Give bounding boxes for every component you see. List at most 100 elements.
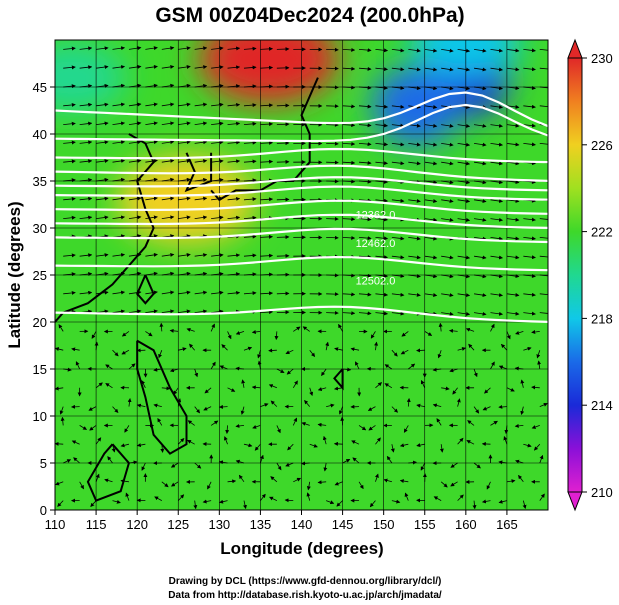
- wind-vector: [161, 140, 175, 145]
- wind-vector: [391, 142, 405, 147]
- wind-vector: [375, 217, 389, 222]
- wind-vector: [523, 311, 536, 316]
- wind-vector: [506, 67, 520, 72]
- wind-vector: [158, 350, 163, 359]
- wind-vector: [467, 420, 475, 426]
- wind-vector: [161, 215, 175, 220]
- wind-vector: [408, 142, 421, 147]
- wind-vector: [112, 46, 126, 51]
- wind-vector: [358, 236, 372, 241]
- wind-vector: [368, 425, 376, 431]
- wind-vector: [276, 425, 281, 434]
- wind-vector: [211, 215, 224, 220]
- wind-vector: [63, 159, 76, 164]
- contour-label: 12502.0: [356, 275, 396, 287]
- wind-vector: [441, 386, 450, 391]
- wind-vector: [112, 290, 126, 295]
- wind-vector: [95, 382, 103, 389]
- wind-vector: [260, 140, 274, 145]
- wind-vector: [161, 290, 175, 295]
- wind-vector: [537, 360, 542, 370]
- wind-vector: [391, 499, 401, 504]
- wind-vector: [112, 215, 126, 220]
- wind-vector: [503, 436, 508, 445]
- wind-vector: [169, 328, 179, 333]
- height-contour: [55, 305, 548, 323]
- wind-vector: [128, 215, 142, 220]
- wind-vector: [539, 293, 548, 296]
- wind-vector: [375, 292, 389, 297]
- wind-vector: [257, 350, 262, 359]
- x-tick-label: 130: [208, 517, 230, 532]
- wind-vector: [384, 364, 393, 370]
- wind-vector: [227, 140, 241, 145]
- wind-vector: [63, 121, 76, 126]
- x-tick-label: 120: [126, 517, 148, 532]
- y-tick-label: 5: [40, 456, 47, 471]
- wind-vector: [486, 481, 491, 490]
- wind-vector: [457, 347, 466, 351]
- wind-vector: [203, 406, 212, 411]
- wind-vector: [391, 236, 405, 241]
- wind-vector: [490, 361, 495, 370]
- wind-vector: [75, 361, 81, 370]
- y-tick-label: 35: [33, 174, 47, 189]
- wind-vector: [369, 500, 376, 508]
- wind-vector: [539, 105, 548, 108]
- colorbar-bottom-arrow: [567, 491, 583, 512]
- wind-vector: [238, 474, 245, 483]
- wind-vector: [145, 46, 158, 51]
- y-tick-label: 15: [33, 362, 47, 377]
- wind-vector: [153, 403, 162, 408]
- wind-vector: [211, 290, 224, 295]
- wind-vector: [384, 383, 393, 389]
- wind-vector: [243, 234, 257, 239]
- wind-vector: [63, 46, 76, 51]
- wind-vector: [539, 255, 548, 258]
- wind-vector: [243, 140, 257, 145]
- wind-vector: [136, 443, 146, 448]
- wind-vector: [490, 236, 504, 241]
- height-contour: [55, 213, 548, 229]
- wind-vector: [223, 436, 228, 445]
- wind-vector: [112, 406, 119, 413]
- wind-vector: [112, 253, 126, 257]
- wind-vector: [293, 477, 302, 483]
- wind-vector: [145, 140, 158, 145]
- wind-vector: [358, 425, 367, 431]
- y-tick-label: 10: [33, 409, 47, 424]
- wind-vector: [358, 311, 372, 316]
- wind-vector: [161, 386, 171, 391]
- wind-vector: [240, 406, 245, 415]
- wind-vector: [309, 387, 314, 397]
- wind-vector: [506, 479, 516, 484]
- y-axis-label: Latitude (degrees): [5, 201, 24, 348]
- wind-vector: [243, 291, 257, 296]
- wind-vector: [286, 368, 294, 375]
- wind-vector: [539, 67, 548, 70]
- wind-vector: [243, 103, 257, 108]
- wind-vector: [473, 217, 487, 222]
- x-tick-label: 165: [496, 517, 518, 532]
- wind-vector: [121, 331, 130, 337]
- wind-vector: [367, 406, 376, 411]
- wind-vector: [145, 252, 158, 257]
- wind-vector: [408, 255, 421, 260]
- wind-vector: [260, 454, 264, 464]
- wind-vector: [450, 462, 458, 468]
- wind-vector: [186, 328, 195, 332]
- wind-vector: [235, 331, 245, 335]
- wind-vector: [490, 420, 498, 426]
- wind-vector: [194, 196, 208, 201]
- wind-vector: [322, 435, 327, 445]
- wind-vector: [63, 102, 76, 107]
- wind-vector: [520, 379, 525, 388]
- wind-vector: [375, 236, 389, 241]
- height-contour: [55, 164, 548, 182]
- wind-vector: [441, 293, 454, 298]
- y-tick-label: 40: [33, 127, 47, 142]
- wind-vector: [439, 444, 444, 453]
- wind-vector: [285, 462, 294, 467]
- wind-vector: [466, 440, 475, 445]
- wind-vector: [424, 199, 438, 204]
